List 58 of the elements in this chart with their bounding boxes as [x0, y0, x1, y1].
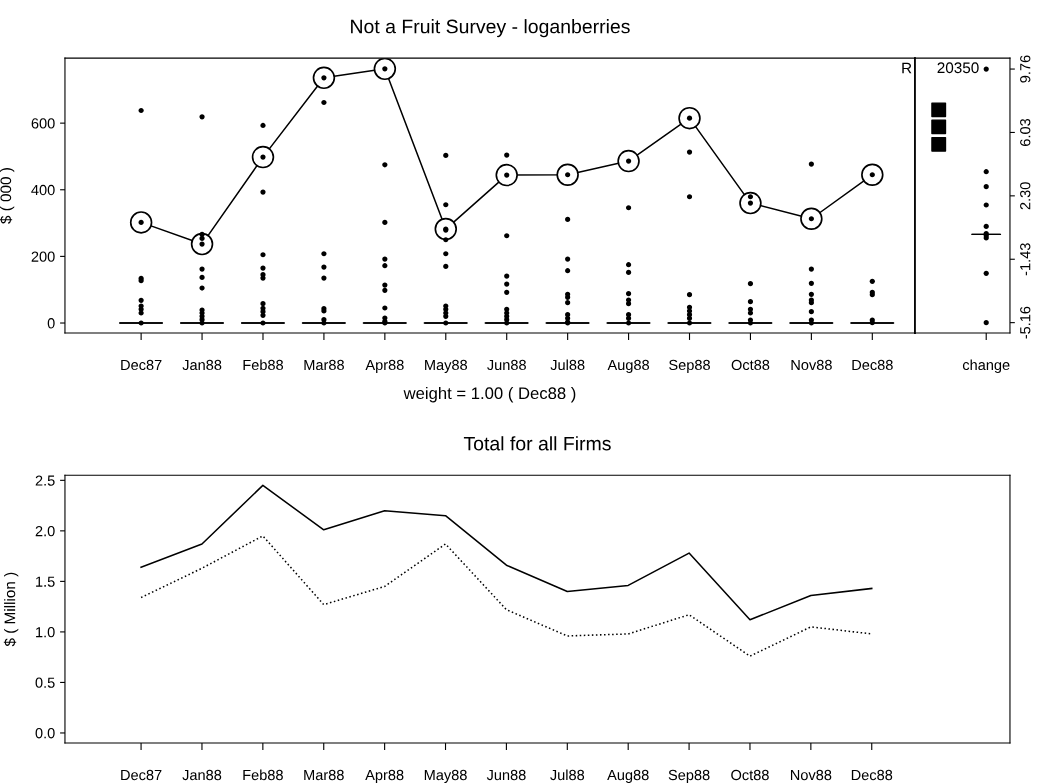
- x-tick-label: Aug88: [607, 359, 650, 373]
- x-tick-label: Dec87: [121, 769, 162, 781]
- x-tick-label: Jul88: [550, 769, 585, 781]
- y-tick-label: 2.5: [35, 475, 55, 486]
- x-tick-label: May88: [425, 359, 468, 373]
- y-tick-label: 2.0: [35, 525, 55, 537]
- y-axis-title: $ ( 000 ): [0, 168, 15, 224]
- x-tick-label: Mar88: [304, 769, 344, 781]
- x-tick-label: Jan88: [182, 359, 222, 371]
- x-tick-label: Mar88: [304, 359, 344, 371]
- x-tick-label: Aug88: [607, 769, 649, 783]
- x-tick-label: Feb88: [243, 769, 283, 781]
- x-tick-label: Dec88: [851, 769, 893, 781]
- x-tick-label: Dec87: [121, 359, 162, 371]
- point: [983, 270, 989, 276]
- y-tick-label: 9.76: [1020, 55, 1031, 83]
- x-tick-label: Feb88: [243, 359, 284, 371]
- x-tick-label: Jun88: [487, 359, 526, 371]
- chart-title: Total for all Firms: [463, 436, 611, 451]
- point: [983, 223, 989, 230]
- x-tick-label: Apr88: [365, 359, 404, 373]
- x-tick-label: Dec88: [852, 359, 893, 371]
- y-tick-label: 400: [31, 184, 55, 196]
- chart-title: Not a Fruit Survey - loganberries: [351, 19, 630, 38]
- x-axis-title: weight = 1.00 ( Dec88 ): [403, 386, 576, 403]
- y-tick-label: 0.0: [35, 728, 55, 739]
- y-tick-label: 0: [47, 318, 55, 329]
- x-tick-label: May88: [424, 769, 467, 783]
- x-tick-label: Oct88: [731, 359, 770, 371]
- line-series: [140, 535, 873, 657]
- x-tick-label: Jul88: [550, 359, 585, 371]
- point: [983, 184, 989, 190]
- x-tick-label: Nov88: [790, 769, 832, 781]
- y-tick-label: 6.03: [1020, 118, 1031, 146]
- y-axis-title: $ ( Million ): [3, 572, 19, 647]
- x-tick-label: Oct88: [731, 769, 769, 781]
- y-tick-label: -5.16: [1020, 306, 1031, 339]
- x-tick-label: Sep88: [668, 769, 710, 783]
- line-series: [140, 484, 873, 621]
- annotation: R: [902, 62, 912, 74]
- x-tick-label: Apr88: [365, 769, 404, 783]
- y-tick-label: 1.5: [36, 576, 55, 587]
- x-tick-label: Nov88: [791, 359, 832, 371]
- y-tick-label: 2.30: [1020, 182, 1031, 210]
- x-tick-label: change: [962, 359, 1010, 373]
- y-tick-label: 600: [31, 118, 55, 129]
- x-tick-label: Jan88: [182, 769, 222, 781]
- y-tick-label: 0.5: [35, 677, 55, 688]
- x-tick-label: Sep88: [669, 359, 710, 373]
- point: [983, 320, 989, 326]
- y-tick-label: 200: [31, 251, 55, 262]
- point: [983, 169, 989, 175]
- point: [983, 202, 989, 208]
- point: [983, 66, 989, 72]
- x-tick-label: Jun88: [486, 769, 526, 781]
- annotation: 20350: [937, 62, 979, 74]
- y-tick-label: 1.0: [36, 627, 55, 638]
- y-tick-label: -1.43: [1020, 243, 1031, 276]
